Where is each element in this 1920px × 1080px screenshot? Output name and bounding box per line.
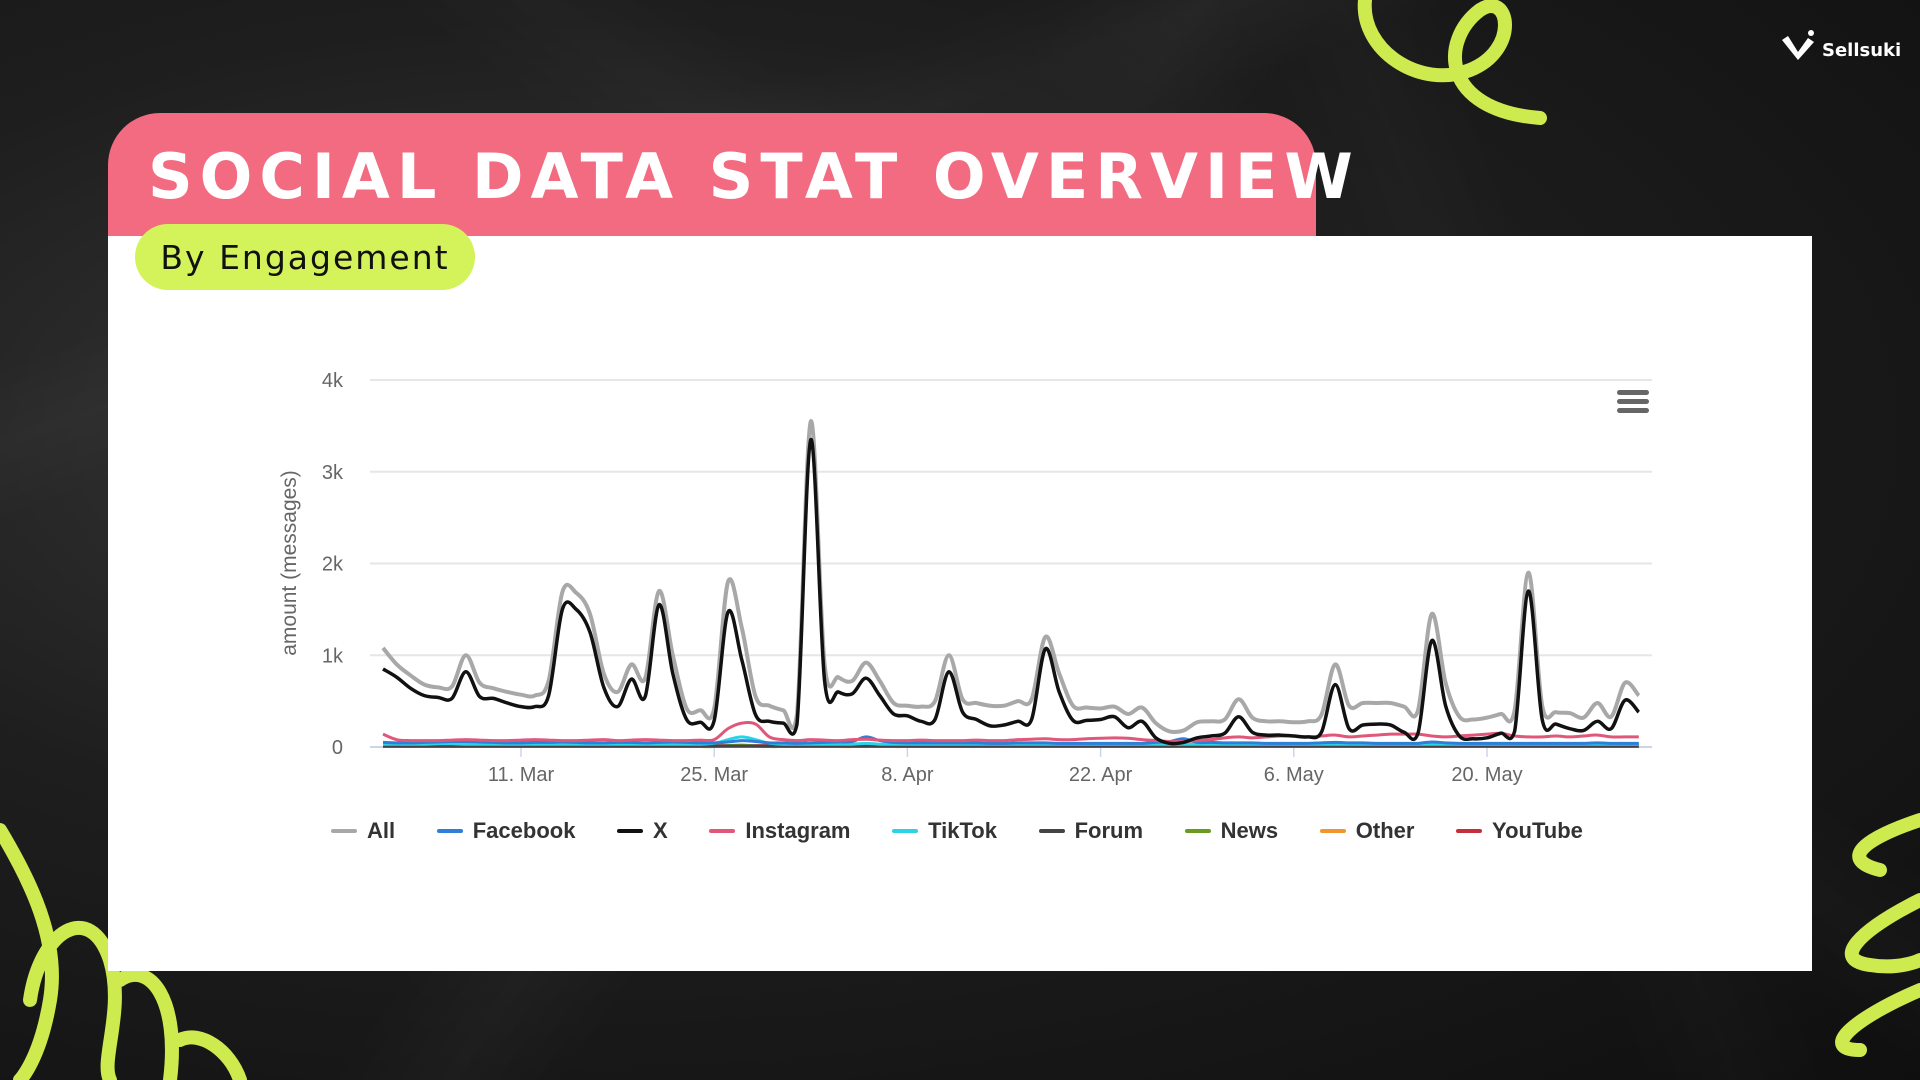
chart-legend: All Facebook X Instagram TikTok Forum News Othe… <box>331 818 1583 844</box>
legend-swatch <box>892 829 919 833</box>
legend-label: Facebook <box>472 818 576 843</box>
series-line-instagram <box>382 720 1639 744</box>
legend-label: TikTok <box>928 818 997 843</box>
page-title: SOCIAL DATA STAT OVERVIEW <box>148 140 1360 213</box>
series-line-facebook <box>382 735 1639 745</box>
legend-swatch <box>709 829 736 833</box>
logo-text: Sellsuki <box>1822 39 1902 61</box>
sellsuki-logo: Sellsuki <box>1780 30 1901 70</box>
legend-item-all[interactable]: All <box>331 818 395 844</box>
legend-item-tiktok[interactable]: TikTok <box>892 818 997 844</box>
chart-menu-button[interactable] <box>1617 390 1649 416</box>
squiggle-bottom-right <box>1835 813 1920 1057</box>
legend-swatch <box>1456 829 1483 833</box>
subtitle-pill: By Engagement <box>135 224 475 290</box>
legend-swatch <box>1038 829 1065 833</box>
x-tick-label: 25. Mar <box>680 764 748 786</box>
y-tick-label: 0 <box>332 737 343 759</box>
chart-card <box>108 236 1812 971</box>
hamburger-line <box>1617 399 1649 404</box>
y-axis-title: amount (messages) <box>278 470 301 656</box>
legend-label: X <box>653 818 668 843</box>
legend-swatch <box>436 829 463 833</box>
legend-swatch <box>1184 829 1211 833</box>
squiggle-top <box>1357 0 1547 125</box>
legend-label: News <box>1220 818 1279 843</box>
legend-item-forum[interactable]: Forum <box>1038 818 1144 844</box>
legend-item-x[interactable]: X <box>617 818 668 844</box>
x-tick-label: 8. Apr <box>881 764 934 786</box>
x-tick-label: 6. May <box>1264 764 1324 786</box>
legend-label: Forum <box>1074 818 1144 843</box>
legend-label: All <box>367 818 396 843</box>
legend-swatch <box>617 829 644 833</box>
x-tick-label: 22. Apr <box>1069 764 1133 786</box>
legend-label: YouTube <box>1492 818 1583 843</box>
legend-swatch <box>1319 829 1346 833</box>
sellsuki-logo-icon <box>1782 30 1814 60</box>
hamburger-menu-icon <box>1617 390 1649 395</box>
legend-swatch <box>331 829 357 833</box>
legend-item-instagram[interactable]: Instagram <box>709 818 851 844</box>
series-line-all <box>381 419 1641 735</box>
legend-label: Other <box>1355 818 1415 843</box>
legend-item-facebook[interactable]: Facebook <box>436 818 576 844</box>
series-line-x <box>382 437 1641 746</box>
y-tick-label: 2k <box>322 554 344 576</box>
y-tick-label: 4k <box>322 370 344 392</box>
hamburger-line <box>1617 408 1649 413</box>
legend-item-other[interactable]: Other <box>1319 818 1415 844</box>
x-tick-label: 20. May <box>1451 764 1522 786</box>
legend-item-news[interactable]: News <box>1184 818 1279 844</box>
legend-label: Instagram <box>745 818 851 843</box>
y-tick-label: 1k <box>322 645 344 667</box>
y-tick-label: 3k <box>322 462 344 484</box>
legend-item-youtube[interactable]: YouTube <box>1456 818 1583 844</box>
x-tick-label: 11. Mar <box>488 764 555 786</box>
